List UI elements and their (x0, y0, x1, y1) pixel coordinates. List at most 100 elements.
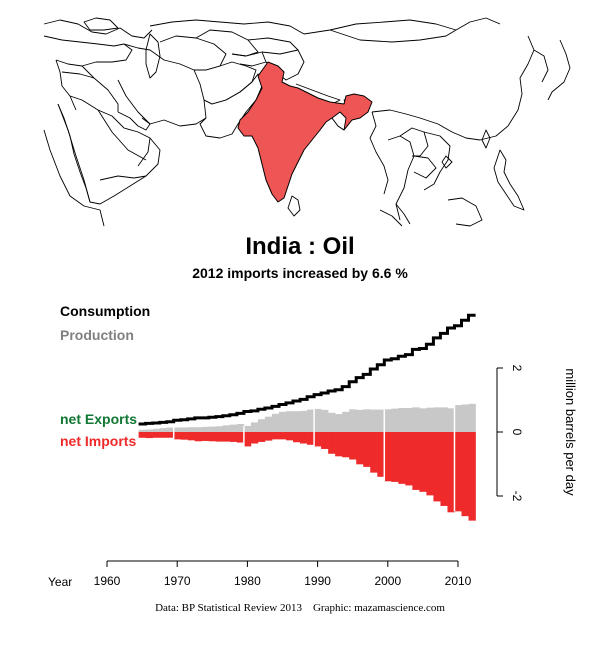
map-borneo (447, 197, 483, 227)
net-imports-bar-1969 (166, 432, 174, 438)
net-imports-bar-1974 (201, 432, 210, 441)
net-imports-bar-1993 (335, 432, 343, 457)
net-imports-bar-1996 (356, 432, 364, 465)
y-tick-label-2: 2 (510, 365, 524, 372)
world-map (43, 17, 571, 227)
map-japan (547, 39, 571, 101)
net-imports-bar-1991 (321, 432, 329, 449)
net-imports-bar-2000 (384, 432, 392, 482)
net-imports-bar-1967 (152, 432, 160, 438)
net-imports-bar-1980 (243, 432, 252, 447)
net-imports-bar-1965 (138, 432, 146, 438)
net-imports-bar-1986 (286, 432, 294, 441)
production-bar-2007 (433, 407, 441, 432)
net-imports-bar-1988 (300, 432, 308, 444)
legend-net-imports: net Imports (60, 433, 136, 449)
net-imports-bar-1981 (250, 432, 259, 444)
production-bar-1980 (243, 425, 252, 432)
map-malay (395, 203, 411, 225)
production-bar-1966 (145, 429, 153, 432)
production-bar-1999 (377, 409, 385, 432)
map-laos (399, 127, 429, 157)
map-europe-coast (43, 19, 153, 39)
production-bar-1987 (293, 411, 301, 432)
production-bar-2011 (461, 404, 469, 432)
production-bar-1984 (271, 413, 280, 432)
production-bar-1988 (300, 410, 308, 432)
production-bar-1979 (236, 424, 245, 432)
production-bar-2000 (384, 409, 392, 432)
production-bar-1989 (307, 409, 315, 432)
map-tajik (231, 51, 267, 67)
y-axis: -2 0 2 (496, 365, 524, 502)
net-imports-bar-1972 (187, 432, 196, 441)
production-bar-1998 (370, 409, 378, 432)
map-sumatra (379, 209, 403, 227)
map-korea (533, 49, 549, 83)
net-imports-bar-1979 (236, 432, 245, 443)
map-china-north (303, 17, 501, 35)
map-mongolia (329, 29, 457, 43)
footer-credit: Data: BP Statistical Review 2013 Graphic… (155, 602, 445, 614)
legend-net-exports: net Exports (60, 411, 137, 427)
map-black-sea (83, 17, 119, 31)
y-tick-label-0: 0 (510, 429, 524, 436)
map-turkey (43, 35, 133, 67)
net-imports-bar-1995 (349, 432, 357, 460)
net-imports-bar-1992 (328, 432, 336, 454)
net-imports-bar-1971 (180, 432, 189, 440)
net-imports-bar-1985 (278, 432, 287, 440)
production-bar-1983 (264, 416, 273, 432)
production-bar-1994 (342, 411, 350, 432)
production-bar-1995 (349, 409, 357, 432)
net-imports-bar-1977 (222, 432, 231, 442)
production-bar-1974 (201, 426, 210, 432)
x-tick-label-2000: 2000 (374, 574, 401, 588)
production-bar-1981 (250, 422, 259, 432)
production-bar-1971 (180, 427, 189, 432)
net-imports-bar-1978 (229, 432, 238, 442)
net-imports-bar-1982 (257, 432, 266, 442)
net-imports-bar-2003 (405, 432, 413, 486)
net-imports-bar-1997 (363, 432, 371, 467)
production-bar-1990 (314, 408, 322, 432)
y-axis-label: million barrels per day (563, 368, 578, 496)
production-bar-2008 (440, 407, 448, 432)
chart-title: India : Oil (245, 233, 354, 260)
production-bar-1969 (166, 427, 174, 432)
production-bar-1975 (208, 426, 217, 432)
map-syria-border (61, 71, 95, 79)
map-china-south (371, 35, 535, 141)
production-bar-1991 (321, 409, 329, 432)
decade-separators (172, 405, 456, 512)
map-philippines (493, 149, 525, 211)
map-taiwan (481, 129, 491, 149)
production-bar-1973 (194, 427, 203, 432)
production-bar-1968 (159, 428, 167, 432)
net-imports-bar-2006 (426, 432, 434, 496)
production-bar-1965 (138, 429, 146, 432)
plot-area (138, 313, 476, 521)
map-india (237, 61, 373, 203)
map-levant (55, 59, 77, 111)
net-imports-bar-1970 (173, 432, 182, 440)
net-imports-bar-1976 (215, 432, 224, 442)
net-imports-bar-2008 (440, 432, 448, 506)
net-imports-bar-2004 (412, 432, 420, 490)
production-bar-1976 (215, 426, 224, 432)
map-thailand (387, 135, 415, 221)
production-bar-2003 (405, 408, 413, 432)
production-bar-2004 (412, 407, 420, 432)
net-imports-bar-2009 (447, 432, 455, 513)
x-axis: 1960 1970 1980 1990 2000 2010 (94, 560, 472, 588)
production-bar-1977 (222, 425, 231, 432)
map-caspian (145, 33, 161, 79)
net-imports-bar-1987 (293, 432, 301, 443)
production-bar-1996 (356, 409, 364, 432)
map-sri-lanka (287, 195, 301, 217)
production-bar-1992 (328, 412, 336, 432)
production-series (138, 403, 476, 432)
net-imports-bar-1975 (208, 432, 217, 442)
net-imports-bar-1966 (145, 432, 153, 439)
production-bar-2006 (426, 407, 434, 432)
